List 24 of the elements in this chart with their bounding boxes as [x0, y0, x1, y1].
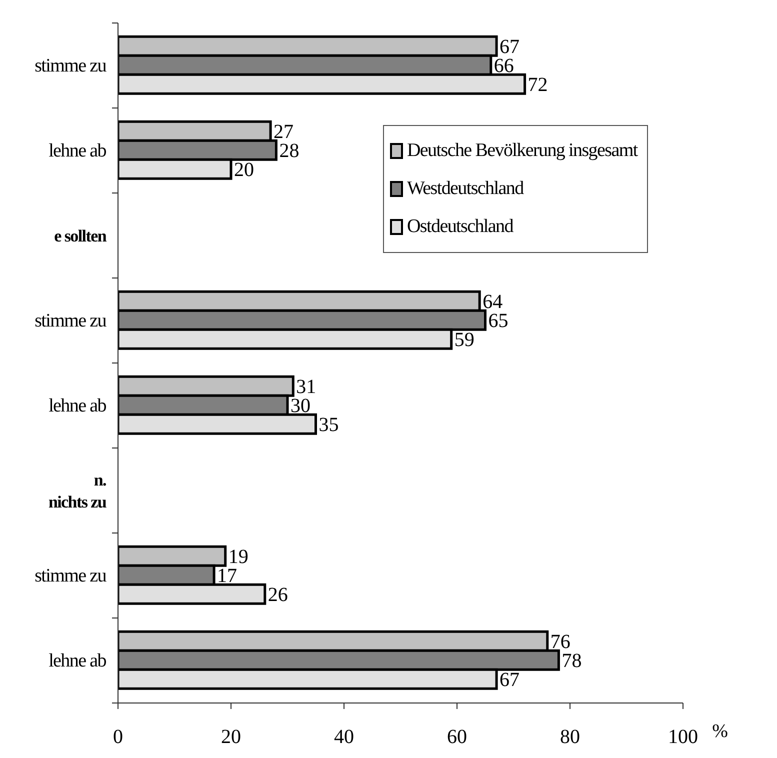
y-tick-label: e sollten	[54, 226, 108, 246]
legend-label: Deutsche Bevölkerung insgesamt	[407, 140, 638, 162]
x-tick-label: 80	[560, 726, 580, 748]
data-label: 59	[454, 329, 474, 352]
x-tick-label: 0	[113, 726, 123, 748]
y-tick-label: lehne ab	[48, 650, 106, 672]
y-tick-label: stimme zu	[34, 56, 108, 76]
x-axis-title: %	[712, 721, 728, 742]
data-label: 20	[234, 159, 254, 182]
data-label: 26	[268, 584, 288, 606]
legend-label: Ostdeutschland	[407, 216, 513, 238]
x-tick-label: 60	[447, 726, 467, 748]
data-label: 67	[500, 669, 520, 692]
x-tick-label: 20	[221, 726, 241, 748]
y-tick-label: n. nichts zu	[48, 470, 107, 512]
y-tick-label: stimme zu	[34, 310, 108, 332]
data-label: 35	[318, 414, 339, 436]
x-tick-label: 40	[334, 726, 354, 748]
y-tick-label: stimme zu	[34, 566, 108, 586]
y-tick-label: lehne ab	[48, 396, 106, 416]
data-label: 72	[528, 74, 548, 96]
x-tick-label: 100	[668, 726, 698, 748]
legend-label: Westdeutschland	[407, 178, 524, 200]
y-tick-label: lehne ab	[48, 140, 106, 162]
